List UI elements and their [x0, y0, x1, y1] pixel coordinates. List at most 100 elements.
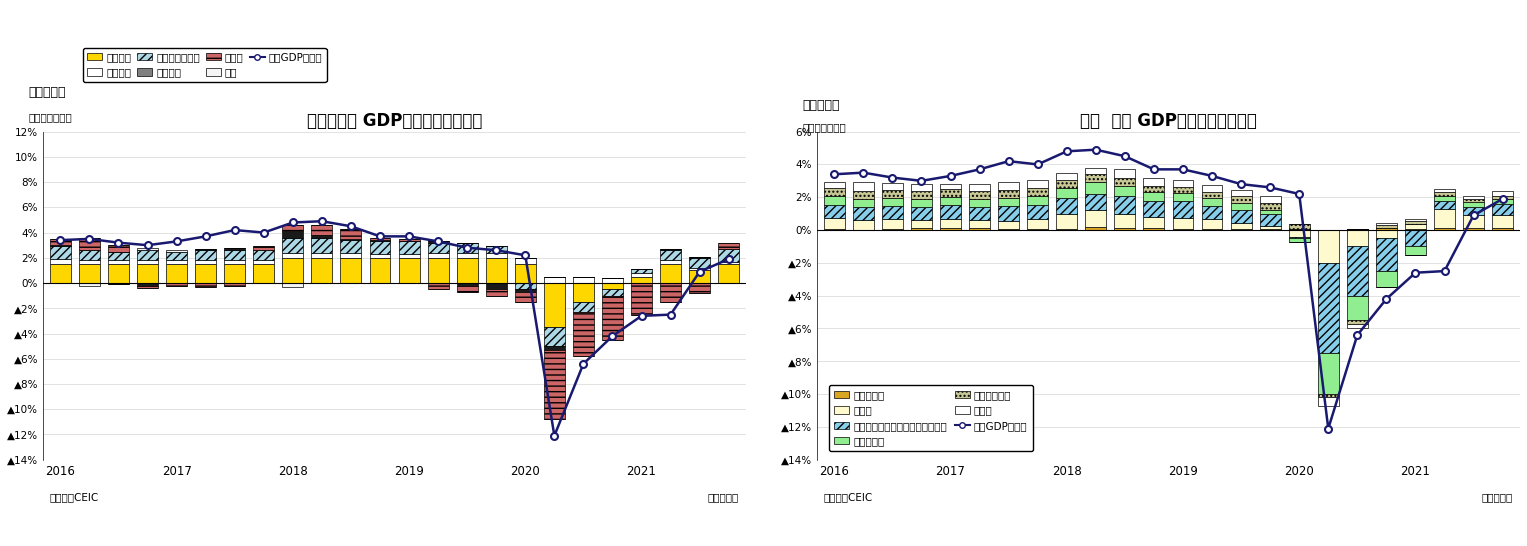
Bar [1405, 246, 1426, 254]
Bar [1086, 194, 1106, 210]
Bar [108, 283, 128, 284]
Bar [370, 241, 391, 254]
Bar [1028, 205, 1048, 219]
Bar [79, 238, 99, 250]
Bar [854, 207, 873, 220]
Bar [1144, 217, 1165, 228]
Bar [825, 182, 844, 188]
Bar [1173, 180, 1194, 187]
Bar [718, 242, 739, 249]
Bar [428, 241, 449, 242]
Bar [108, 245, 128, 252]
Bar [1376, 230, 1397, 238]
Bar [79, 250, 99, 260]
Bar [1289, 236, 1310, 238]
Title: タイ  実質 GDP成長率（供給側）: タイ 実質 GDP成長率（供給側） [1080, 112, 1257, 130]
Bar [883, 190, 902, 198]
Bar [941, 184, 960, 189]
Bar [1086, 210, 1106, 227]
Bar [544, 283, 565, 327]
Bar [689, 258, 710, 268]
Bar [428, 253, 449, 258]
Bar [1260, 229, 1281, 230]
Bar [999, 221, 1019, 229]
Bar [825, 229, 844, 230]
Bar [1115, 213, 1136, 228]
Bar [1318, 353, 1339, 394]
Bar [544, 277, 565, 283]
Bar [1260, 226, 1281, 229]
Bar [1318, 394, 1339, 397]
Bar [195, 260, 217, 264]
Bar [399, 258, 420, 283]
Bar [1405, 224, 1426, 229]
Bar [883, 183, 902, 190]
Bar [631, 273, 652, 277]
Bar [660, 249, 681, 250]
Bar [341, 229, 362, 239]
Bar [660, 283, 681, 302]
Bar [1173, 218, 1194, 229]
Bar [1376, 238, 1397, 271]
Bar [1492, 195, 1513, 199]
Bar [1376, 271, 1397, 288]
Bar [50, 246, 70, 259]
Bar [825, 205, 844, 218]
Bar [486, 283, 507, 289]
Bar [253, 264, 275, 283]
Bar [282, 238, 304, 253]
Bar [224, 248, 246, 250]
Bar [224, 283, 246, 286]
Bar [253, 250, 275, 260]
Bar [515, 283, 536, 289]
Bar [1144, 192, 1165, 200]
Bar [166, 250, 188, 252]
Bar [1492, 228, 1513, 230]
Bar [970, 199, 989, 207]
Text: （前年同期比）: （前年同期比） [803, 122, 846, 132]
Bar [224, 264, 246, 283]
Bar [1057, 188, 1077, 198]
Bar [854, 220, 873, 230]
Bar [1231, 190, 1252, 197]
Bar [486, 253, 507, 258]
Bar [1376, 228, 1397, 230]
Bar [689, 268, 710, 270]
Bar [1434, 200, 1455, 209]
Legend: 民間消費, 政府消費, 総固定資本形成, 在庫変動, 純輸出, 誤差, 実質GDP成長率: 民間消費, 政府消費, 総固定資本形成, 在庫変動, 純輸出, 誤差, 実質GD… [84, 48, 327, 82]
Bar [515, 264, 536, 283]
Text: （四半期）: （四半期） [1481, 492, 1513, 502]
Bar [660, 260, 681, 264]
Bar [1434, 228, 1455, 230]
Bar [50, 264, 70, 283]
Bar [341, 239, 362, 240]
Bar [544, 350, 565, 419]
Bar [1115, 177, 1136, 186]
Bar [970, 191, 989, 199]
Bar [195, 283, 217, 287]
Bar [166, 283, 188, 286]
Bar [1463, 199, 1484, 202]
Bar [1463, 215, 1484, 228]
Bar [631, 269, 652, 273]
Bar [1086, 174, 1106, 182]
Text: （四半期）: （四半期） [709, 492, 739, 502]
Bar [1144, 186, 1165, 192]
Text: （資料）CEIC: （資料）CEIC [50, 492, 99, 502]
Bar [1260, 203, 1281, 210]
Bar [137, 286, 157, 288]
Bar [883, 219, 902, 229]
Bar [825, 218, 844, 229]
Bar [312, 238, 333, 253]
Bar [1086, 227, 1106, 230]
Bar [970, 228, 989, 230]
Bar [854, 191, 873, 199]
Bar [1376, 223, 1397, 225]
Bar [941, 228, 960, 230]
Bar [1463, 228, 1484, 230]
Bar [1202, 219, 1223, 229]
Bar [50, 239, 70, 245]
Bar [1492, 199, 1513, 204]
Bar [1463, 202, 1484, 207]
Bar [166, 252, 188, 260]
